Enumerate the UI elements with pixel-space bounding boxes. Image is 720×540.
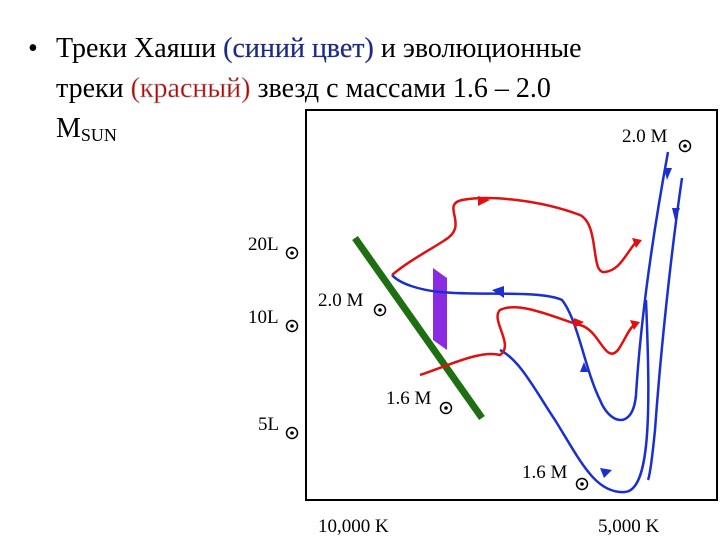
mass-label: 1.6 M — [522, 462, 568, 483]
text: треки — [56, 73, 131, 104]
instability-strip — [433, 268, 447, 350]
arrow — [632, 238, 642, 248]
text: и эволюционные — [374, 33, 582, 64]
sun-symbol-dot — [580, 482, 584, 486]
arrow — [478, 196, 490, 206]
luminosity-label: 10L — [248, 307, 279, 328]
bullet-symbol: • — [28, 33, 38, 64]
sun-symbol-dot — [290, 324, 294, 328]
bullet-line: Треки Хаяши (синий цвет) и эволюционные — [56, 33, 582, 64]
main-sequence — [352, 235, 485, 421]
arrow — [600, 468, 612, 478]
text: звезд с массами 1.6 – 2.0 — [250, 73, 550, 104]
sun-symbol-dot — [444, 406, 448, 410]
sun-symbol-dot — [290, 251, 294, 255]
hayashi-track — [391, 151, 670, 422]
arrows — [478, 168, 680, 478]
sun-symbol — [678, 139, 692, 153]
luminosity-label: 5L — [258, 414, 279, 435]
bullet-line: MSUN — [56, 113, 117, 145]
red-tracks — [391, 196, 637, 377]
subscript: SUN — [81, 125, 117, 145]
hayashi-track — [646, 177, 684, 481]
highlight-blue: (синий цвет) — [223, 33, 374, 64]
blue-tracks — [391, 151, 684, 494]
arrow — [574, 318, 584, 328]
luminosity-label: 20L — [248, 234, 279, 255]
mass-label: 2.0 M — [318, 290, 364, 311]
evolution-track — [391, 196, 637, 276]
evolution-track — [419, 305, 635, 377]
sun-symbol-dot — [683, 144, 687, 148]
text: Треки Хаяши — [56, 33, 223, 64]
arrow — [630, 320, 640, 330]
arrow — [580, 362, 588, 372]
arrow — [672, 208, 680, 220]
bullet-line: треки (красный) звезд с массами 1.6 – 2.… — [56, 73, 551, 104]
highlight-red: (красный) — [131, 73, 251, 104]
mass-label: 2.0 M — [622, 126, 668, 147]
sun-symbol — [285, 319, 299, 333]
sun-symbol — [285, 426, 299, 440]
sun-symbol — [285, 246, 299, 260]
text: M — [56, 113, 81, 144]
diagram-frame — [305, 109, 718, 501]
mass-label: 1.6 M — [386, 388, 432, 409]
arrow — [492, 286, 504, 298]
sun-symbol-dot — [378, 308, 382, 312]
sun-symbol — [373, 303, 387, 317]
sun-symbol-dot — [290, 431, 294, 435]
hayashi-track — [499, 299, 650, 494]
temperature-label: 5,000 K — [598, 516, 660, 537]
sun-symbol — [575, 477, 589, 491]
temperature-label: 10,000 K — [318, 516, 389, 537]
arrow — [664, 168, 672, 180]
sun-symbol — [439, 401, 453, 415]
